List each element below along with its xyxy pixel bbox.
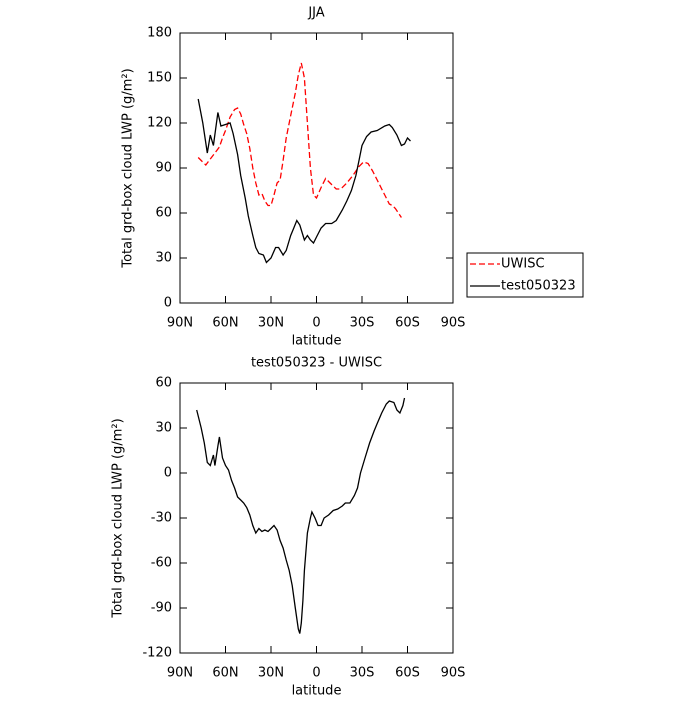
- y-tick-label: 90: [155, 161, 172, 176]
- x-tick-label: 90N: [167, 316, 193, 331]
- x-tick-label: 0: [312, 666, 320, 681]
- x-tick-label: 90S: [441, 316, 466, 331]
- legend-label: UWISC: [501, 257, 545, 272]
- y-tick-label: 30: [155, 421, 172, 436]
- y-tick-label: -30: [151, 511, 172, 526]
- y-tick-label: -60: [151, 556, 172, 571]
- y-axis-label: Total grd-box cloud LWP (g/m²): [111, 418, 126, 618]
- y-tick-label: 180: [147, 26, 172, 41]
- x-axis-label: latitude: [292, 334, 342, 349]
- x-tick-label: 60S: [395, 666, 420, 681]
- legend-label: test050323: [501, 279, 576, 294]
- x-axis-label: latitude: [292, 684, 342, 699]
- y-tick-label: 0: [164, 296, 172, 311]
- x-tick-label: 30S: [350, 666, 375, 681]
- panel-title: test050323 - UWISC: [251, 356, 382, 371]
- y-tick-label: 30: [155, 251, 172, 266]
- x-tick-label: 30N: [258, 666, 284, 681]
- data-line: [196, 397, 406, 634]
- y-tick-label: 0: [164, 466, 172, 481]
- x-tick-label: 0: [312, 316, 320, 331]
- x-tick-label: 90S: [441, 666, 466, 681]
- x-tick-label: 60N: [212, 316, 238, 331]
- panel-title: JJA: [307, 6, 324, 21]
- y-tick-label: 150: [147, 71, 172, 86]
- data-line: [197, 62, 402, 218]
- y-tick-label: -120: [142, 646, 172, 661]
- plot-frame: [179, 32, 454, 304]
- y-axis-label: Total grd-box cloud LWP (g/m²): [121, 68, 136, 268]
- y-tick-label: 120: [147, 116, 172, 131]
- plot-frame: [179, 382, 454, 654]
- legend-box: [466, 252, 584, 298]
- x-tick-label: 60S: [395, 316, 420, 331]
- y-tick-label: 60: [155, 206, 172, 221]
- x-tick-label: 60N: [212, 666, 238, 681]
- y-tick-label: -90: [151, 601, 172, 616]
- x-tick-label: 30S: [350, 316, 375, 331]
- x-tick-label: 90N: [167, 666, 193, 681]
- data-line: [197, 98, 411, 264]
- y-tick-label: 60: [155, 376, 172, 391]
- x-tick-label: 30N: [258, 316, 284, 331]
